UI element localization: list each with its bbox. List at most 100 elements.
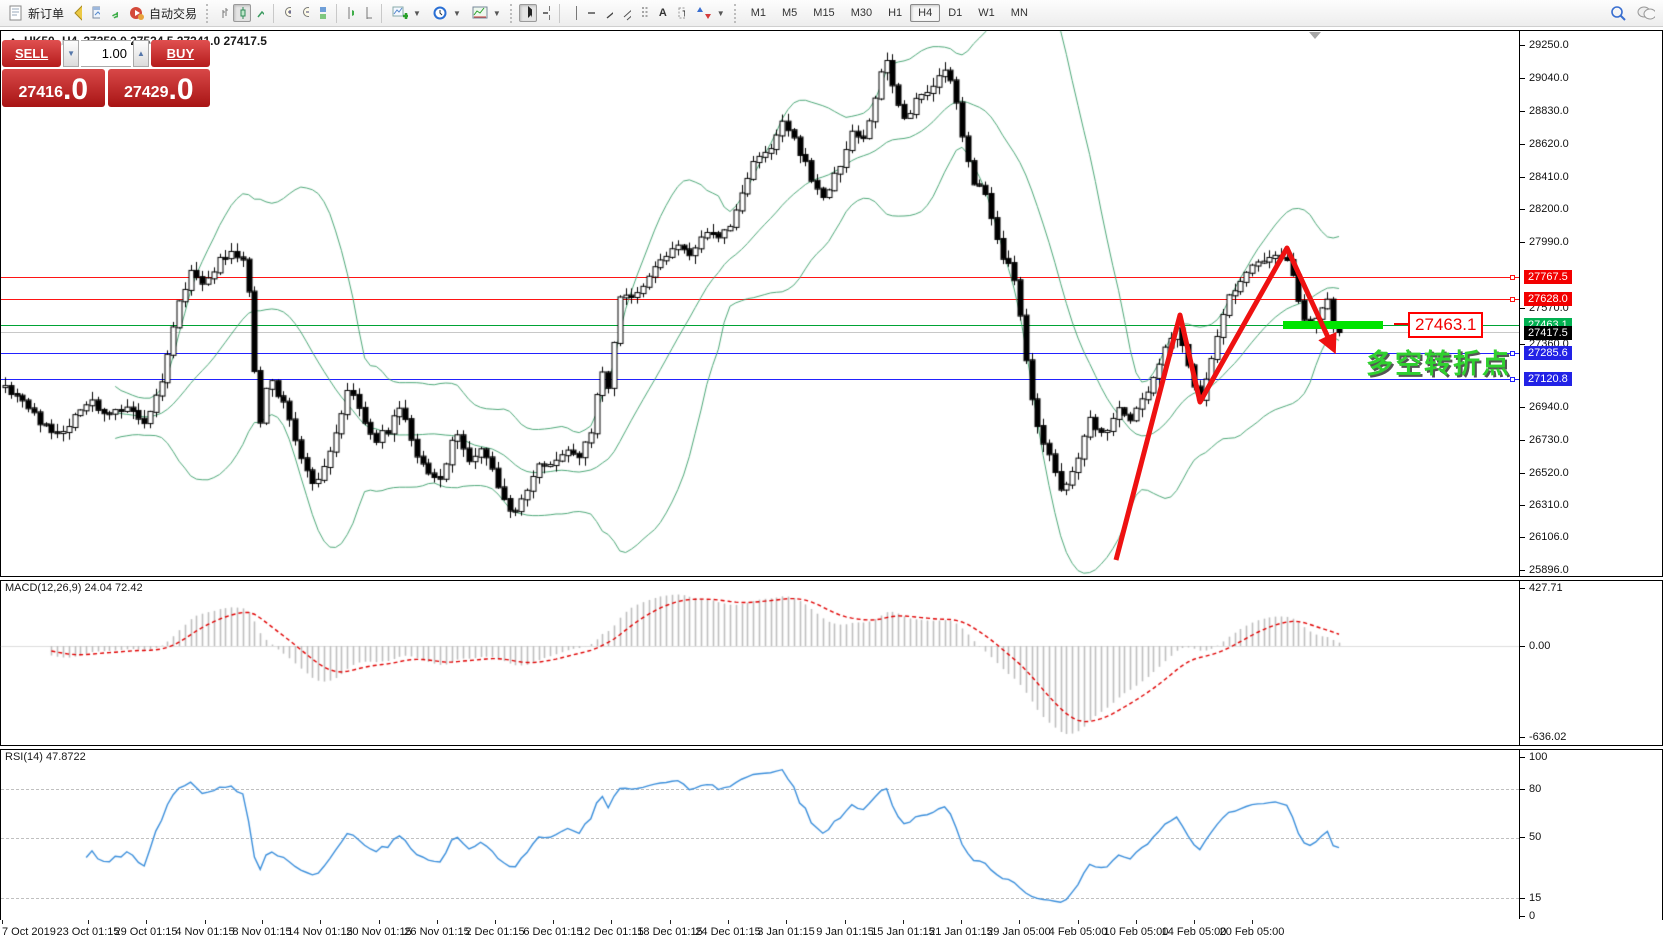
toolbar-separator [381, 3, 383, 23]
search-icon[interactable] [1609, 4, 1627, 22]
dropdown-caret: ▼ [716, 8, 725, 18]
timeframe-button-h1[interactable]: H1 [888, 7, 903, 19]
add-indicator-button[interactable]: ▼ [386, 3, 426, 24]
time-tick-mark [1252, 920, 1253, 924]
market-watch-icon[interactable] [69, 4, 87, 22]
chinese-annotation[interactable]: 多空转折点 [1366, 349, 1511, 379]
fibonacci-icon[interactable]: F [636, 4, 654, 22]
chat-icon[interactable] [1637, 4, 1655, 22]
timeframe-button-d1[interactable]: D1 [948, 7, 963, 19]
pane-separator-rsi[interactable] [0, 745, 1663, 750]
rsi-tick-mark [1520, 789, 1525, 790]
timeframe-button-m1[interactable]: M1 [750, 7, 766, 19]
macd-tick-mark [1520, 588, 1525, 589]
period-clock-button[interactable]: ▼ [426, 3, 466, 24]
time-label: 6 Dec 01:15 [523, 926, 583, 938]
text-tool-icon[interactable]: A [658, 7, 667, 19]
timeframe-button-m5[interactable]: M5 [782, 7, 798, 19]
time-label: 23 Oct 01:15 [56, 926, 120, 938]
auto-scroll-icon[interactable] [359, 4, 377, 22]
price-callout-box[interactable]: 27463.1 [1408, 312, 1484, 338]
crosshair-icon[interactable] [537, 4, 555, 22]
timeframe-button-mn[interactable]: MN [1010, 7, 1028, 19]
macd-label: MACD(12,26,9) 24.04 72.42 [5, 582, 143, 594]
buy-button[interactable]: BUY [150, 40, 210, 67]
price-tick-mark [1520, 570, 1525, 571]
time-axis[interactable]: 7 Oct 2019 23 Oct 01:15 29 Oct 01:15 4 Nov … [0, 920, 1663, 945]
auto-trading-label: 自动交易 [149, 6, 198, 21]
timeframe-button-m15[interactable]: M15 [813, 7, 835, 19]
timeframe-button-w1[interactable]: W1 [978, 7, 995, 19]
time-tick-mark [553, 920, 554, 924]
time-label: 9 Jan 01:15 [816, 926, 874, 938]
time-tick-mark [670, 920, 671, 924]
tile-windows-icon[interactable] [314, 4, 332, 22]
vertical-line-icon[interactable] [564, 4, 582, 22]
bar-chart-icon[interactable] [215, 4, 233, 22]
timeframe-button-h4[interactable]: H4 [910, 4, 941, 22]
line-chart-icon[interactable] [251, 4, 269, 22]
toolbar-right-group [1609, 4, 1655, 22]
trendline-icon[interactable] [600, 4, 618, 22]
price-tick-label: 26106.0 [1529, 531, 1569, 543]
level-line-anchor[interactable] [1510, 351, 1515, 356]
price-tick-mark [1520, 473, 1525, 474]
arrows-tool-button[interactable]: ▼ [690, 3, 730, 24]
auto-trading-button[interactable]: 自动交易 [123, 3, 202, 24]
label-letter: T [682, 10, 685, 19]
channel-icon[interactable]: E [618, 4, 636, 22]
volume-down-button[interactable]: ▼ [63, 40, 79, 67]
signals-icon[interactable] [105, 4, 123, 22]
price-badge: 27767.5 [1524, 270, 1572, 284]
rsi-tick-label: 50 [1529, 831, 1542, 843]
time-label: 29 Jan 05:00 [987, 926, 1051, 938]
price-tick-mark [1520, 144, 1525, 145]
toolbar-grip [733, 3, 739, 23]
new-order-button[interactable]: 新订单 [2, 3, 69, 24]
chart-shift-marker[interactable] [1309, 32, 1321, 39]
horizontal-line-icon[interactable] [582, 4, 600, 22]
label-tool-icon[interactable]: T [672, 4, 690, 22]
price-tick-label: 26940.0 [1529, 401, 1569, 413]
callout-connector [1394, 323, 1408, 325]
level-line-anchor[interactable] [1510, 377, 1515, 382]
time-label: 8 Nov 01:15 [232, 926, 292, 938]
toolbar-grip [206, 3, 211, 23]
time-label: 21 Jan 01:15 [929, 926, 993, 938]
time-tick-mark [2, 920, 3, 924]
rsi-tick-label: 15 [1529, 892, 1542, 904]
price-tick-mark [1520, 111, 1525, 112]
pane-separator-macd[interactable] [0, 576, 1663, 581]
green-highlight-rect[interactable] [1283, 321, 1383, 329]
time-label: 14 Nov 01:15 [287, 926, 353, 938]
sell-button[interactable]: SELL [2, 40, 62, 67]
buy-price-main: 27429 [123, 84, 169, 101]
rsi-label: RSI(14) 47.8722 [5, 751, 86, 763]
level-line-anchor[interactable] [1510, 275, 1515, 280]
volume-input[interactable] [81, 40, 131, 67]
rsi-tick-mark [1520, 916, 1525, 917]
chart-shift-icon[interactable] [341, 4, 359, 22]
cursor-icon[interactable] [518, 4, 537, 22]
timeframe-bar: M1 M5 M15 M30 H1 H4 D1 W1 MN [743, 4, 1036, 22]
zoom-out-icon[interactable] [296, 4, 314, 22]
price-tick-label: 28620.0 [1529, 138, 1569, 150]
chart-window-icon[interactable] [87, 4, 105, 22]
price-badge: 27628.0 [1524, 292, 1572, 306]
template-button[interactable]: ▼ [466, 3, 506, 24]
candlestick-icon[interactable] [233, 4, 252, 22]
level-line-anchor[interactable] [1510, 297, 1515, 302]
volume-up-button[interactable]: ▲ [133, 40, 149, 67]
price-tick-mark [1520, 209, 1525, 210]
zoom-in-icon[interactable] [278, 4, 296, 22]
buy-price-button[interactable]: 27429.0 [107, 69, 210, 107]
sell-price-button[interactable]: 27416.0 [2, 69, 105, 107]
time-label: 12 Dec 01:15 [578, 926, 644, 938]
time-label: 20 Nov 01:15 [346, 926, 412, 938]
rsi-tick-label: 0 [1529, 910, 1536, 922]
toolbar: 新订单 自动交易 [0, 0, 1663, 27]
timeframe-button-m30[interactable]: M30 [850, 7, 873, 19]
time-tick-mark [1019, 920, 1020, 924]
